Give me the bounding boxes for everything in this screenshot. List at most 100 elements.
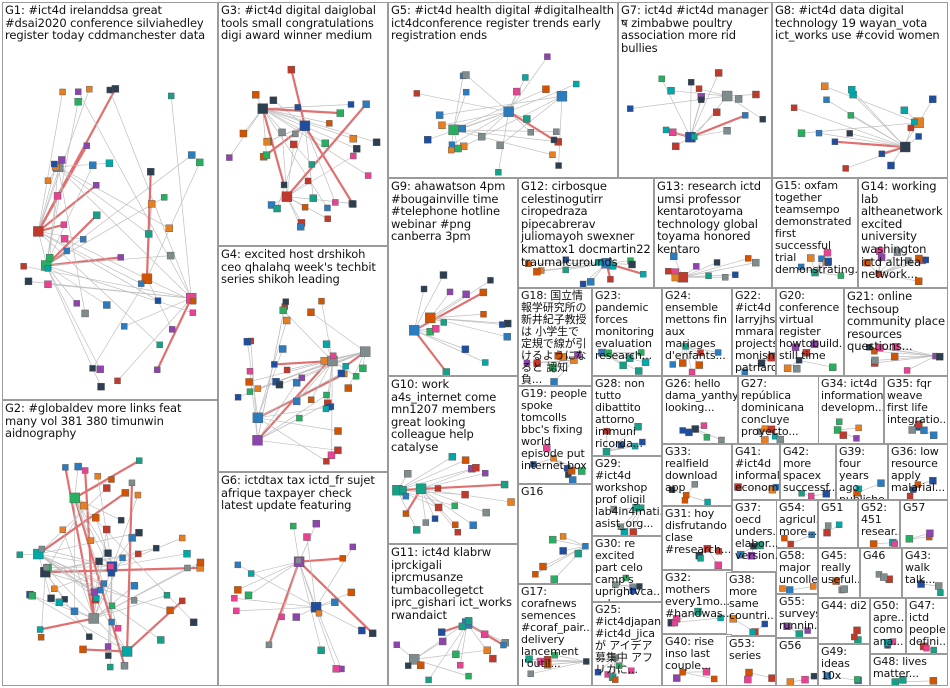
- node-avatar: [107, 569, 116, 577]
- node-avatar: [668, 486, 676, 493]
- node-avatar: [543, 444, 551, 452]
- node-avatar: [761, 425, 769, 432]
- node-avatar: [364, 172, 372, 179]
- node-avatar: [292, 379, 301, 387]
- edge: [894, 355, 936, 357]
- node-avatar: [45, 253, 54, 262]
- edge: [850, 115, 906, 148]
- node-avatar: [352, 373, 360, 380]
- node-avatar: [700, 422, 708, 429]
- node-avatar: [454, 529, 462, 536]
- node-avatar: [629, 587, 637, 595]
- node-avatar: [671, 619, 679, 627]
- node-avatar: [553, 128, 560, 135]
- node-avatar: [304, 177, 312, 185]
- node-avatar: [322, 405, 330, 413]
- group-graph: [667, 607, 724, 627]
- group-label: G38: more same countri...: [729, 573, 776, 622]
- group-panel-g41: G41: #ict4d informal economy: [732, 444, 780, 500]
- node-avatar: [147, 167, 155, 176]
- node-avatar: [226, 154, 233, 161]
- node-avatar: [604, 349, 612, 358]
- node-avatar: [483, 646, 491, 654]
- edge: [38, 231, 159, 301]
- node-avatar: [119, 554, 126, 561]
- node-avatar: [721, 90, 733, 102]
- node-avatar: [714, 349, 722, 356]
- group-label: G33: realfield download app: [665, 445, 718, 494]
- group-graph: [679, 422, 725, 443]
- node-avatar: [890, 352, 899, 361]
- edge: [111, 537, 183, 567]
- group-label: G9: ahawatson 4pm #bougainville time #te…: [391, 179, 506, 244]
- edge: [690, 72, 719, 138]
- group-label: G58: major uncolle...: [779, 549, 818, 586]
- node-avatar: [147, 200, 156, 208]
- edge: [310, 360, 333, 400]
- node-avatar: [234, 394, 242, 401]
- group-graph: [392, 453, 515, 536]
- edge: [29, 594, 128, 652]
- node-avatar: [495, 169, 502, 176]
- group-label: G57: [903, 501, 926, 514]
- group-panel-g32: G32: mothers every1mo... #handwas...: [662, 570, 732, 634]
- node-avatar: [434, 485, 442, 492]
- group-graph: [610, 504, 645, 535]
- edge: [459, 623, 468, 666]
- group-panel-g7: G7: ict4d #ict4d manager ष zimbabwe poul…: [618, 2, 772, 178]
- node-avatar: [154, 366, 161, 373]
- node-avatar: [482, 359, 489, 366]
- node-avatar: [779, 585, 786, 592]
- node-avatar: [681, 497, 689, 504]
- node-avatar: [513, 87, 521, 96]
- edge: [851, 89, 906, 148]
- group-graph: [741, 352, 775, 375]
- edge: [237, 561, 300, 591]
- node-avatar: [103, 301, 111, 309]
- node-avatar: [612, 676, 619, 683]
- node-avatar: [619, 361, 627, 370]
- node-avatar: [121, 489, 130, 497]
- node-avatar: [691, 481, 698, 488]
- node-avatar: [332, 199, 339, 206]
- edge: [262, 104, 352, 109]
- edge: [414, 649, 488, 660]
- edge: [562, 536, 586, 547]
- edge: [420, 488, 474, 526]
- group-panel-g4: G4: excited host drshikoh ceo qhalahq we…: [218, 246, 388, 472]
- node-avatar: [415, 483, 427, 494]
- group-graph: [736, 541, 764, 560]
- node-avatar: [359, 346, 371, 357]
- edge: [430, 317, 508, 324]
- edge: [420, 488, 427, 523]
- node-avatar: [622, 574, 630, 582]
- group-panel-g37: G37: oecd unders... elabor... version...: [732, 500, 778, 572]
- node-avatar: [438, 121, 446, 129]
- group-graph: [525, 651, 590, 677]
- node-avatar: [836, 418, 843, 425]
- node-avatar: [906, 492, 914, 499]
- edge: [262, 108, 377, 143]
- group-label: G1: #ict4d irelanddsa great #dsai2020 co…: [5, 3, 206, 43]
- node-avatar: [336, 109, 345, 117]
- node-avatar: [307, 396, 315, 404]
- group-graph: [532, 533, 589, 583]
- node-avatar: [693, 263, 700, 270]
- node-avatar: [120, 662, 129, 670]
- group-label: G27: república dominicana concluye proye…: [741, 377, 805, 438]
- node-avatar: [157, 636, 165, 644]
- edge: [789, 586, 814, 591]
- group-label: G29: #ict4d workshop prof oligil lab4in4…: [595, 457, 661, 530]
- node-avatar: [462, 71, 470, 79]
- edge: [290, 69, 306, 127]
- node-avatar: [670, 252, 678, 260]
- node-avatar: [409, 654, 420, 665]
- edge: [682, 671, 707, 673]
- node-avatar: [669, 361, 676, 368]
- group-panel-g12: G12: cirbosque celestinogutirr ciropedra…: [518, 178, 654, 288]
- node-avatar: [362, 100, 370, 108]
- node-avatar: [332, 665, 340, 673]
- group-graph: [790, 82, 937, 172]
- node-avatar: [677, 272, 689, 283]
